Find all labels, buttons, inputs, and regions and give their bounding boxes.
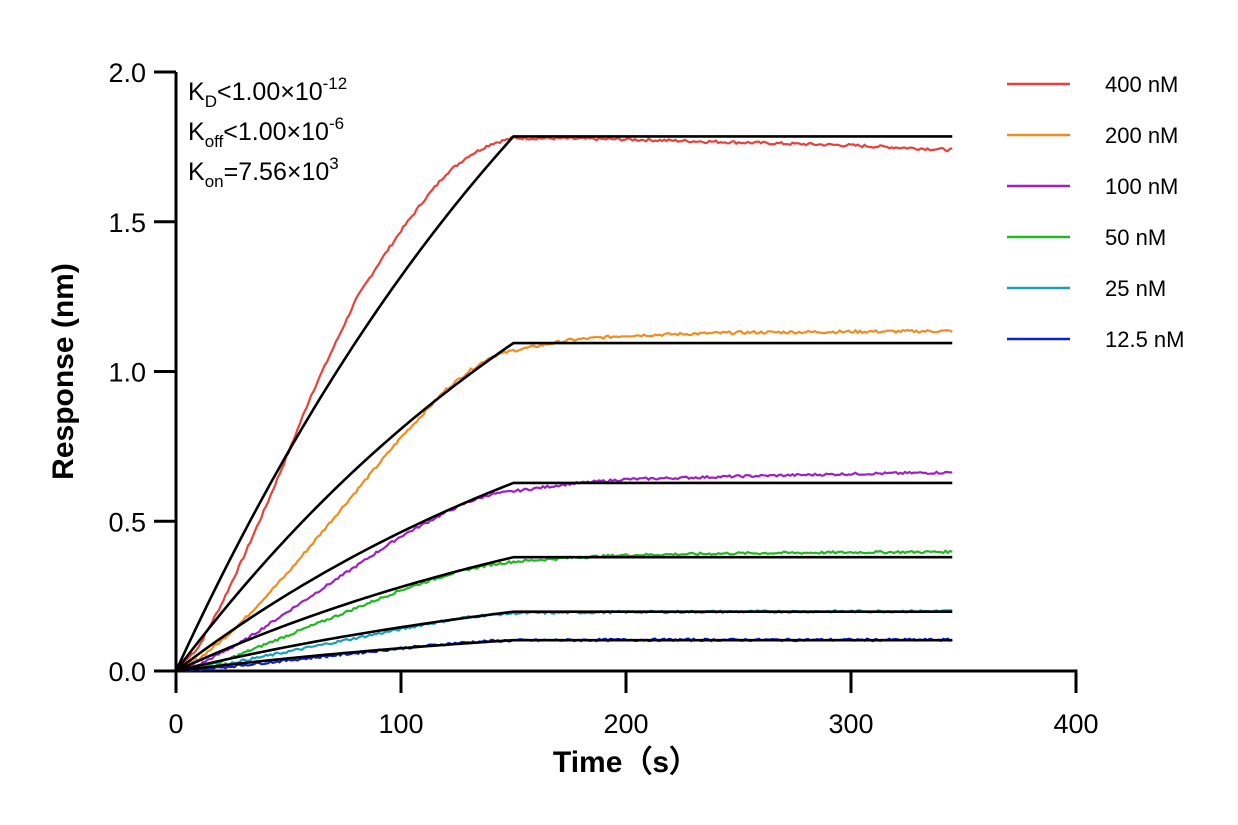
legend-label-5: 12.5 nM (1105, 327, 1185, 352)
fit-curve-3 (175, 555, 953, 673)
legend: 400 nM 200 nM 100 nM 50 nM 25 nM 12.5 nM (1007, 72, 1185, 352)
y-tick-label: 0.5 (108, 507, 146, 537)
y-axis-title: Response (nm) (47, 263, 80, 480)
measured-curve-2 (175, 470, 953, 673)
x-tick-label: 300 (828, 709, 873, 739)
legend-label-1: 200 nM (1105, 123, 1178, 148)
x-tick-label: 200 (603, 709, 648, 739)
annotation-1: Koff<1.00×10-6 (188, 114, 344, 151)
y-tick-label: 1.5 (108, 208, 146, 238)
x-tick-label: 400 (1053, 709, 1098, 739)
legend-label-2: 100 nM (1105, 174, 1178, 199)
y-tick-label: 2.0 (108, 58, 146, 88)
annotation-2: Kon=7.56×103 (188, 154, 339, 191)
fit-curve-4 (175, 610, 953, 673)
measured-curve-5 (175, 637, 953, 673)
x-tick-label: 0 (168, 709, 183, 739)
fit-curve-2 (175, 481, 953, 673)
x-tick-label: 100 (378, 709, 423, 739)
measured-curve-1 (175, 328, 953, 672)
legend-label-3: 50 nM (1105, 225, 1166, 250)
fit-curve-0 (174, 135, 953, 672)
legend-label-0: 400 nM (1105, 72, 1178, 97)
x-axis-title: Time（s） (553, 745, 699, 779)
curves (174, 135, 953, 673)
fit-curve-1 (174, 341, 953, 672)
measured-curve-0 (175, 135, 953, 672)
annotation-0: KD<1.00×10-12 (188, 74, 347, 111)
y-tick-label: 1.0 (108, 358, 146, 388)
axes: 0 100 200 300 400 0.0 0.5 1.0 1.5 2.0 Time（s） Respo… (47, 58, 1099, 779)
y-tick-label: 0.0 (108, 657, 146, 687)
legend-label-4: 25 nM (1105, 276, 1166, 301)
fit-curve-5 (175, 638, 953, 673)
